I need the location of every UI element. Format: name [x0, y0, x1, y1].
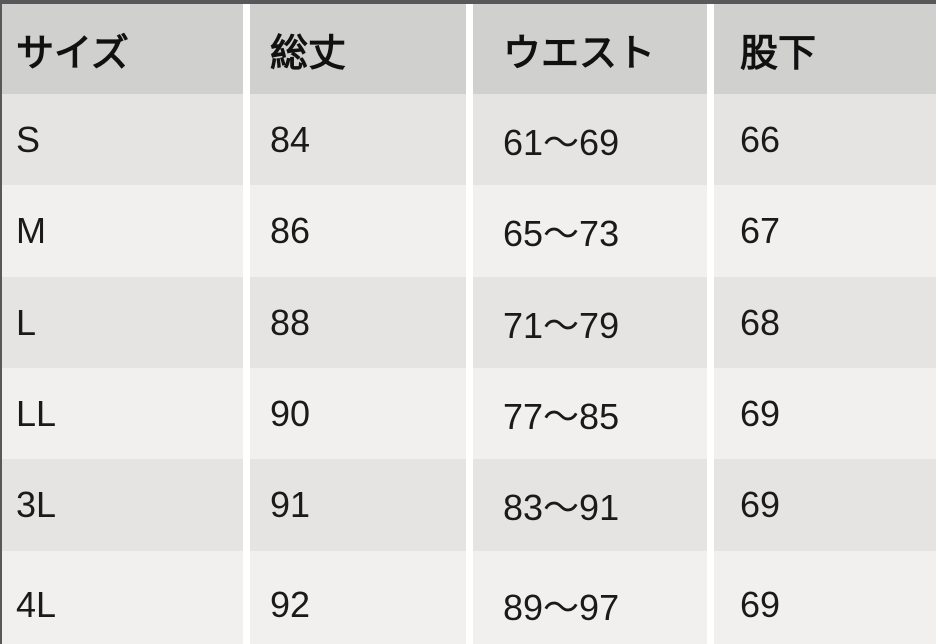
cell-size: 3L: [2, 459, 243, 551]
cell-size: L: [2, 277, 243, 368]
cell-size: LL: [2, 368, 243, 459]
cell-waist: 61〜69: [473, 94, 707, 185]
table-row-m: M 86 65〜73 67: [2, 185, 936, 277]
header-cell-waist: ウエスト: [473, 4, 707, 94]
cell-inseam: 69: [714, 551, 936, 644]
cell-waist: 83〜91: [473, 459, 707, 551]
cell-inseam: 69: [714, 368, 936, 459]
cell-size: S: [2, 94, 243, 185]
header-cell-length: 総丈: [250, 4, 466, 94]
cell-inseam: 69: [714, 459, 936, 551]
cell-inseam: 68: [714, 277, 936, 368]
cell-inseam: 66: [714, 94, 936, 185]
table-row-l: L 88 71〜79 68: [2, 277, 936, 368]
cell-length: 91: [250, 459, 466, 551]
cell-waist: 77〜85: [473, 368, 707, 459]
table-row-4l: 4L 92 89〜97 69: [2, 551, 936, 644]
cell-size: M: [2, 185, 243, 277]
cell-waist: 65〜73: [473, 185, 707, 277]
cell-waist: 89〜97: [473, 551, 707, 644]
cell-length: 88: [250, 277, 466, 368]
table-row-s: S 84 61〜69 66: [2, 94, 936, 185]
table-row-ll: LL 90 77〜85 69: [2, 368, 936, 459]
header-cell-inseam: 股下: [714, 4, 936, 94]
cell-length: 90: [250, 368, 466, 459]
cell-length: 92: [250, 551, 466, 644]
cell-waist: 71〜79: [473, 277, 707, 368]
cell-length: 86: [250, 185, 466, 277]
header-row: サイズ 総丈 ウエスト 股下: [2, 4, 936, 94]
header-cell-size: サイズ: [2, 4, 243, 94]
cell-length: 84: [250, 94, 466, 185]
table-row-3l: 3L 91 83〜91 69: [2, 459, 936, 551]
cell-inseam: 67: [714, 185, 936, 277]
cell-size: 4L: [2, 551, 243, 644]
